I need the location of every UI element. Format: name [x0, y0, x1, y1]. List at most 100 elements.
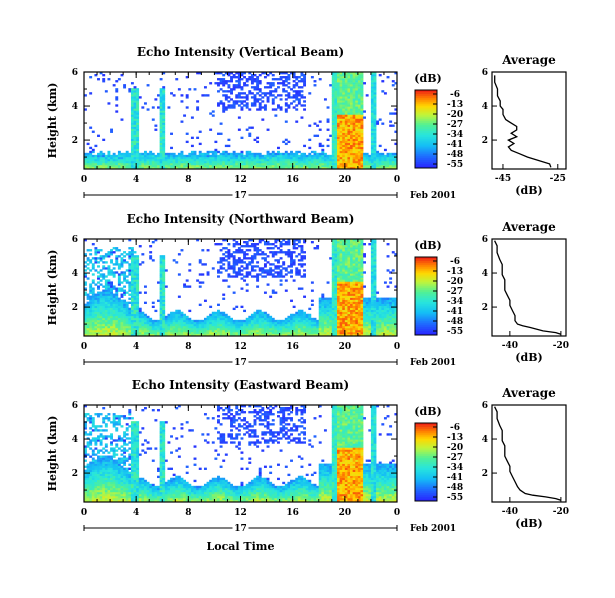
- heatmap-cell: [217, 315, 220, 319]
- heatmap-cell: [360, 116, 364, 119]
- heatmap-cell: [130, 281, 134, 284]
- heatmap-cell: [198, 160, 202, 164]
- heatmap-cell: [84, 327, 87, 331]
- heatmap-cell: [339, 128, 343, 131]
- heatmap-cell: [136, 281, 140, 284]
- heatmap-cell: [373, 158, 377, 162]
- heatmap-cell: [352, 148, 356, 152]
- heatmap-cell: [130, 257, 134, 260]
- heatmap-cell: [117, 323, 121, 327]
- heatmap-cell: [146, 323, 150, 327]
- heatmap-cell: [146, 166, 150, 170]
- heatmap-cell: [292, 84, 296, 87]
- heatmap-cell: [352, 307, 356, 311]
- heatmap-cell: [188, 309, 192, 313]
- heatmap-cell: [326, 313, 330, 317]
- heatmap-cell: [352, 253, 356, 256]
- heatmap-cell: [170, 132, 173, 135]
- heatmap-cell: [370, 98, 374, 101]
- heatmap-cell: [258, 80, 262, 83]
- heatmap-cell: [303, 239, 307, 242]
- heatmap-cell: [94, 323, 98, 327]
- heatmap-cell: [357, 138, 361, 142]
- heatmap-cell: [86, 162, 90, 166]
- colorbar-swatch: [415, 166, 437, 169]
- heatmap-cell: [360, 94, 364, 97]
- heatmap-cell: [357, 305, 361, 309]
- heatmap-cell: [183, 156, 187, 160]
- heatmap-cell: [201, 166, 205, 170]
- heatmap-cell: [305, 333, 309, 337]
- heatmap-cell: [292, 247, 296, 250]
- heatmap-cell: [128, 319, 132, 323]
- heatmap-cell: [334, 132, 338, 135]
- heatmap-cell: [287, 164, 291, 168]
- heatmap-cell: [203, 329, 207, 333]
- heatmap-cell: [245, 154, 249, 158]
- heatmap-cell: [370, 283, 374, 286]
- heatmap-cell: [282, 275, 286, 278]
- heatmap-cell: [224, 98, 228, 101]
- heatmap-cell: [115, 96, 119, 99]
- heatmap-cell: [295, 315, 299, 319]
- heatmap-cell: [344, 118, 348, 121]
- heatmap-cell: [110, 128, 113, 131]
- heatmap-cell: [326, 144, 330, 148]
- heatmap-cell: [339, 279, 343, 282]
- heatmap-cell: [175, 162, 179, 166]
- heatmap-cell: [342, 295, 346, 298]
- heatmap-cell: [350, 297, 353, 300]
- heatmap-cell: [154, 329, 158, 333]
- colorbar-tick-label: -20: [447, 110, 463, 120]
- heatmap-cell: [102, 331, 106, 335]
- heatmap-cell: [232, 291, 236, 294]
- heatmap-cell: [133, 110, 137, 113]
- heatmap-cell: [237, 100, 241, 103]
- heatmap-cell: [282, 323, 286, 327]
- heatmap-cell: [352, 100, 356, 103]
- heatmap-cell: [243, 100, 247, 103]
- heatmap-cell: [376, 154, 380, 158]
- heatmap-cell: [133, 301, 137, 304]
- heatmap-cell: [201, 162, 205, 166]
- heatmap-cell: [222, 82, 226, 85]
- heatmap-cell: [290, 271, 293, 274]
- heatmap-cell: [206, 329, 210, 333]
- heatmap-cell: [350, 305, 353, 309]
- heatmap-cell: [146, 154, 150, 158]
- heatmap-cell: [214, 164, 218, 168]
- heatmap-cell: [347, 325, 351, 329]
- heatmap-cell: [342, 331, 346, 335]
- heatmap-cell: [321, 156, 325, 160]
- heatmap-cell: [339, 166, 343, 170]
- heatmap-cell: [292, 72, 296, 75]
- heatmap-cell: [219, 82, 223, 85]
- heatmap-cell: [350, 269, 353, 272]
- heatmap-cell: [263, 331, 267, 335]
- heatmap-cell: [86, 333, 90, 337]
- heatmap-cell: [344, 321, 348, 325]
- heatmap-cell: [339, 255, 343, 258]
- heatmap-cell: [269, 154, 273, 158]
- heatmap-cell: [337, 108, 340, 111]
- heatmap-cell: [222, 267, 226, 270]
- heatmap-cell: [266, 333, 270, 337]
- heatmap-cell: [347, 245, 351, 248]
- heatmap-cell: [245, 319, 249, 323]
- heatmap-cell: [91, 301, 95, 304]
- heatmap-cell: [222, 257, 226, 260]
- heatmap-cell: [211, 166, 215, 170]
- heatmap-cell: [323, 297, 327, 300]
- heatmap-cell: [136, 164, 140, 168]
- heatmap-cell: [130, 247, 134, 250]
- heatmap-cell: [154, 309, 158, 313]
- heatmap-cell: [120, 158, 124, 162]
- heatmap-cell: [250, 102, 254, 105]
- heatmap-cell: [167, 325, 171, 329]
- heatmap-cell: [136, 277, 140, 280]
- heatmap-cell: [167, 166, 171, 170]
- heatmap-cell: [323, 311, 327, 315]
- heatmap-cell: [357, 110, 361, 113]
- heatmap-cell: [120, 287, 124, 290]
- heatmap-cell: [222, 333, 226, 337]
